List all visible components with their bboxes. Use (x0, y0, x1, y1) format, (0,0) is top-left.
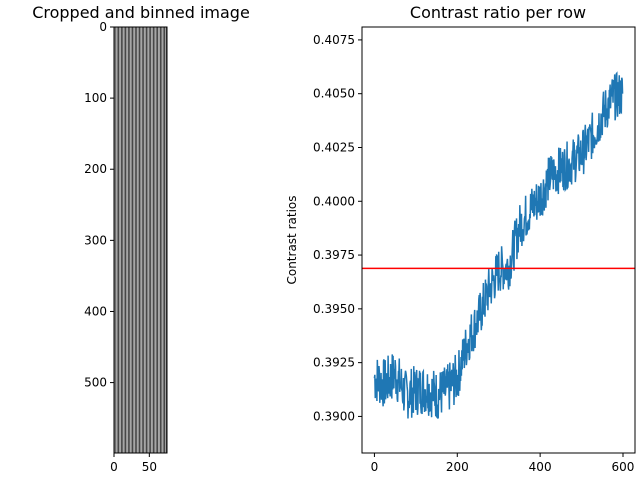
image-stripe (119, 27, 121, 453)
image-stripe (153, 27, 154, 453)
image-stripe (137, 27, 139, 453)
image-stripe (164, 27, 165, 453)
image-stripe (122, 27, 124, 453)
line-x-tick-label: 400 (529, 460, 552, 474)
image-x-tick-label: 50 (142, 460, 157, 474)
line-y-tick-label: 0.4050 (313, 87, 355, 101)
image-stripe (130, 27, 132, 453)
image-x-ticks: 0 50 (110, 453, 157, 474)
image-y-tick-label: 200 (84, 162, 107, 176)
image-stripe (141, 27, 143, 453)
image-stripe (146, 27, 147, 453)
image-stripe (165, 27, 167, 453)
line-x-tick-label: 200 (446, 460, 469, 474)
image-stripe (140, 27, 142, 453)
image-y-tick-label: 500 (84, 376, 107, 390)
line-chart-panel: Contrast ratio per row Contrast ratios 0… (285, 3, 636, 474)
image-stripe (139, 27, 140, 453)
line-x-tick-label: 0 (371, 460, 379, 474)
image-y-tick-label: 0 (99, 20, 107, 34)
image-stripe (118, 27, 119, 453)
line-chart-frame (361, 26, 636, 454)
image-y-tick-label: 100 (84, 91, 107, 105)
image-stripe (144, 27, 146, 453)
line-y-tick-label: 0.3975 (313, 248, 355, 262)
line-y-ticks: 0.3900 0.3925 0.3950 0.3975 0.4000 0.4025 0.40… (313, 33, 362, 423)
image-stripe (161, 27, 163, 453)
image-stripe (136, 27, 138, 453)
image-stripe (132, 27, 133, 453)
line-y-tick-label: 0.3925 (313, 356, 355, 370)
image-stripe (162, 27, 164, 453)
image-stripe (143, 27, 145, 453)
image-stripe (154, 27, 156, 453)
image-stripe (115, 27, 117, 453)
image-stripes (114, 27, 167, 453)
image-stripe (126, 27, 128, 453)
image-stripe (147, 27, 149, 453)
image-stripe (160, 27, 161, 453)
image-stripe (127, 27, 129, 453)
image-y-tick-label: 300 (84, 233, 107, 247)
line-x-ticks: 0 200 400 600 (371, 453, 635, 474)
image-stripe (129, 27, 131, 453)
line-y-tick-label: 0.4075 (313, 33, 355, 47)
contrast-ratio-line (373, 71, 624, 420)
image-stripe (120, 27, 122, 453)
image-y-tick-label: 400 (84, 304, 107, 318)
image-stripe (150, 27, 152, 453)
image-stripe (125, 27, 126, 453)
image-stripe (116, 27, 118, 453)
line-y-tick-label: 0.4000 (313, 194, 355, 208)
image-title: Cropped and binned image (32, 3, 250, 22)
image-x-tick-label: 0 (110, 460, 118, 474)
image-stripe (155, 27, 157, 453)
line-y-tick-label: 0.3950 (313, 302, 355, 316)
image-stripe (151, 27, 153, 453)
image-y-ticks: 0 100 200 300 400 500 (84, 20, 114, 390)
image-stripe (133, 27, 135, 453)
image-stripe (158, 27, 160, 453)
line-chart-title: Contrast ratio per row (410, 3, 586, 22)
line-plot-area (362, 71, 635, 420)
image-stripe (157, 27, 159, 453)
line-x-tick-label: 600 (612, 460, 635, 474)
image-stripe (134, 27, 136, 453)
line-y-tick-label: 0.3900 (313, 409, 355, 423)
image-panel: Cropped and binned image 0 100 200 300 400 50… (32, 3, 250, 474)
image-stripe (148, 27, 150, 453)
y-axis-label: Contrast ratios (285, 195, 299, 284)
line-y-tick-label: 0.4025 (313, 140, 355, 154)
image-stripe (123, 27, 125, 453)
